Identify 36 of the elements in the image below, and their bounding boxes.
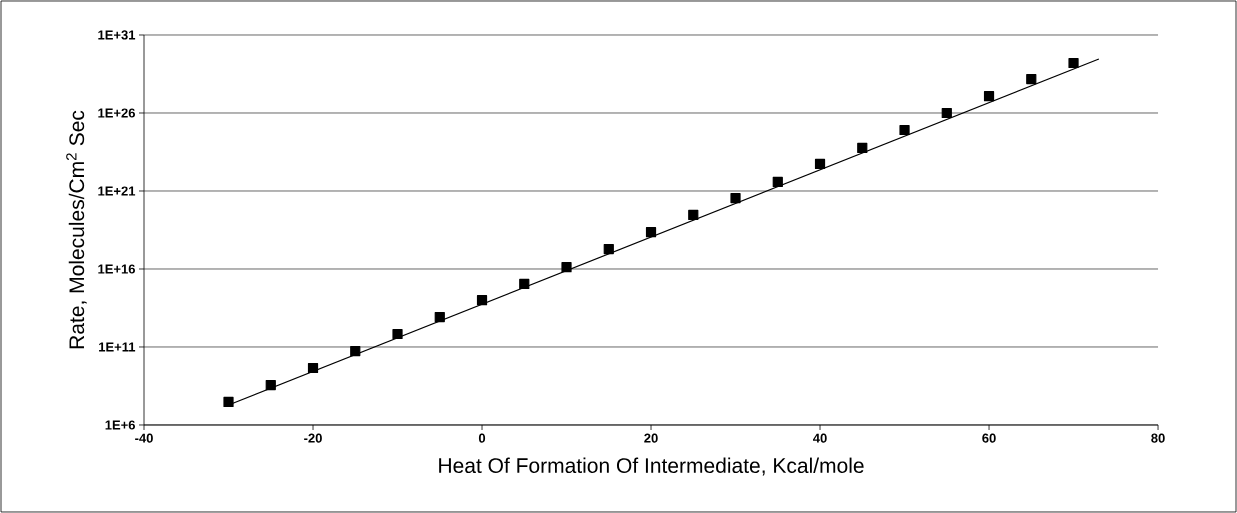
point: [223, 396, 234, 408]
y-tick-label: 1E+21: [98, 186, 136, 196]
x-tick-label: 60: [982, 433, 996, 443]
point: [857, 142, 868, 153]
x-tick-label: -20: [304, 433, 322, 443]
point: [561, 262, 572, 273]
point: [434, 311, 445, 323]
point: [983, 91, 995, 102]
x-tick-label: 0: [478, 433, 486, 443]
point: [941, 107, 952, 119]
y-tick-label: 1E+26: [98, 108, 135, 118]
x-tick-label: 40: [813, 433, 827, 443]
x-axis-title: Heat Of Formation Of Intermediate, Kcal/mole: [439, 457, 864, 476]
point: [899, 124, 910, 136]
point: [392, 328, 403, 340]
point: [350, 345, 361, 357]
point: [519, 278, 530, 290]
point: [814, 158, 826, 170]
point: [772, 176, 783, 188]
point: [476, 295, 488, 306]
x-tick-label: -40: [135, 433, 153, 443]
y-tick-label: 1E+16: [98, 264, 135, 274]
x-tick-label: 80: [1151, 433, 1165, 443]
point: [307, 362, 319, 374]
y-axis-title: Rate, Molecules/Cm$^{2}$ Sec: [66, 110, 87, 349]
y-tick-label: 1E+11: [99, 342, 136, 352]
point: [603, 243, 614, 255]
x-tick-label: 20: [644, 433, 658, 443]
y-tick-label: 1E+31: [98, 30, 136, 40]
point: [1026, 73, 1037, 85]
point: [645, 227, 657, 238]
point: [730, 193, 741, 204]
y-tick-label: 1E+6: [105, 420, 136, 430]
point: [688, 209, 699, 221]
point: [1068, 57, 1079, 69]
point: [265, 380, 276, 391]
